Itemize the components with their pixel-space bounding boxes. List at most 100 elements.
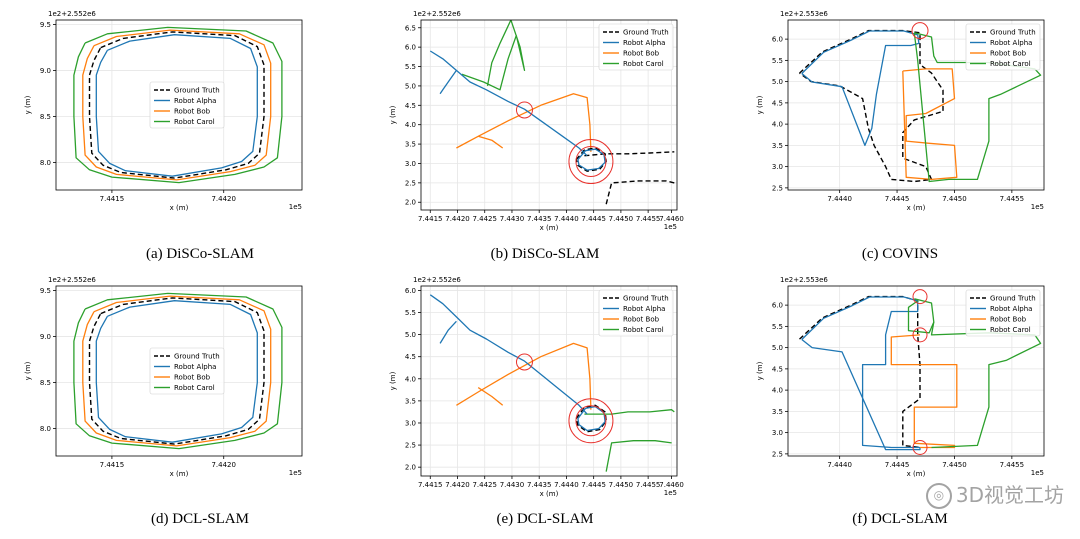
grid [56,20,302,190]
x-tick-label: 7.4445 [885,195,910,203]
x-offset-label: 1e5 [289,203,302,211]
grid [421,20,677,210]
y-tick-label: 8.0 [40,425,51,433]
chart-a: 7.4415 7.4420 8.0 8.5 9.0 9.5 1e2+2.552e6 1e5 x … [24,10,303,212]
series-gt-4 [605,180,675,205]
x-tick-label: 7.4420 [445,481,470,489]
y-tick-label: 2.0 [405,464,416,472]
axes-frame [787,285,1045,457]
x-tick-label: 7.4455 [636,481,661,489]
series-gt-4 [575,404,607,433]
x-offset-label: 1e5 [664,223,677,231]
legend-label-gt: Ground Truth [623,29,669,37]
axes-frame [55,285,303,457]
x-tick-label: 7.4415 [418,481,443,489]
legend-label-alpha: Robot Alpha [623,39,665,47]
y-tick-label: 4.5 [405,353,416,361]
series-alpha-6 [429,50,588,157]
x-offset-label: 1e5 [1031,203,1044,211]
x-tick-label: 7.4425 [472,215,497,223]
legend-label-bob: Robot Bob [174,374,211,382]
x-tick-label: 7.4440 [827,195,852,203]
series-alpha-6 [439,320,457,344]
series-alpha-3 [95,300,258,443]
axes-frame [420,285,678,477]
x-tick-label: 7.4445 [581,215,606,223]
series-gt-0 [799,29,944,183]
legend: Ground Truth Robot Alpha Robot Bob Robot Ca… [598,289,674,337]
y-tick-label: 8.5 [40,379,51,387]
series-bob-2 [478,135,504,149]
series-bob-1 [82,295,272,447]
legend-label-alpha: Robot Alpha [990,305,1032,313]
series-alpha-3 [95,34,258,177]
x-tick-label: 7.4450 [609,481,634,489]
y-tick-label: 5.5 [405,63,416,71]
series-carol-0 [461,20,526,91]
x-tick-label: 7.4435 [527,215,552,223]
y-tick-label: 2.5 [405,442,416,450]
legend-label-bob: Robot Bob [990,316,1027,324]
series-carol-0 [73,26,283,184]
y-tick-label: 2.5 [772,184,783,192]
x-tick-label: 7.4425 [472,481,497,489]
y-tick-label: 3.0 [405,160,416,168]
series-bob-1 [82,29,272,181]
y-tick-label: 6.0 [405,44,416,52]
watermark: ◎ 3D视觉工坊 [925,479,1064,509]
highlight-circle-1 [912,327,928,343]
legend-label-bob: Robot Bob [623,50,660,58]
series-bob-1 [477,387,504,406]
y-tick-label: 4.0 [772,387,783,395]
y-tick-label: 2.5 [772,450,783,458]
watermark-text: 3D视觉工坊 [955,482,1064,507]
chart-e: 7.4415 7.4420 7.4425 7.4430 7.4435 7.4440 7.44… [389,276,684,498]
y-tick-label: 9.5 [40,21,51,29]
x-tick-label: 7.4440 [554,481,579,489]
axes-frame [55,19,303,191]
y-tick-label: 3.0 [405,419,416,427]
y-tick-label: 3.5 [772,408,783,416]
legend-label-alpha: Robot Alpha [623,305,665,313]
y-tick-label: 5.0 [405,82,416,90]
y-axis-label: y (m) [24,95,32,114]
y-axis-label: y (m) [389,105,397,124]
x-tick-label: 7.4455 [1000,461,1024,469]
y-axis-label: y (m) [756,361,764,380]
y-axis-label: y (m) [756,95,764,114]
y-tick-label: 3.0 [772,163,783,171]
series-gt-2 [88,31,265,179]
legend-label-carol: Robot Carol [174,384,215,392]
y-tick-label: 6.0 [772,36,783,44]
series-carol-3 [914,298,1042,449]
y-tick-label: 6.5 [405,24,416,32]
x-tick-label: 7.4450 [609,215,634,223]
x-tick-label: 7.4450 [942,461,967,469]
x-tick-label: 7.4430 [500,215,524,223]
legend-label-gt: Ground Truth [174,87,220,95]
series-alpha-1 [801,30,920,147]
highlight-circle-0 [515,353,533,371]
x-offset-label: 1e5 [289,469,302,477]
caption-b: (b) DiSCo-SLAM [490,246,600,262]
legend-label-gt: Ground Truth [990,295,1036,303]
caption-f: (f) DCL-SLAM [852,511,948,527]
legend-label-alpha: Robot Alpha [174,363,216,371]
series-bob-2 [902,68,958,181]
x-tick-label: 7.4460 [659,215,684,223]
y-tick-label: 2.5 [405,179,416,187]
legend-label-carol: Robot Carol [623,326,664,334]
x-tick-label: 7.4415 [100,461,125,469]
x-tick-label: 7.4420 [211,195,236,203]
series-carol-0 [73,292,283,450]
y-tick-label: 3.5 [772,142,783,150]
legend-label-gt: Ground Truth [623,295,669,303]
highlight-circle-0 [912,289,928,305]
y-axis-label: y (m) [24,361,32,380]
series-alpha-1 [801,296,921,451]
x-tick-label: 7.4460 [659,481,684,489]
y-tick-label: 3.0 [772,429,783,437]
legend-label-carol: Robot Carol [623,60,664,68]
series-carol-3 [913,32,1042,183]
